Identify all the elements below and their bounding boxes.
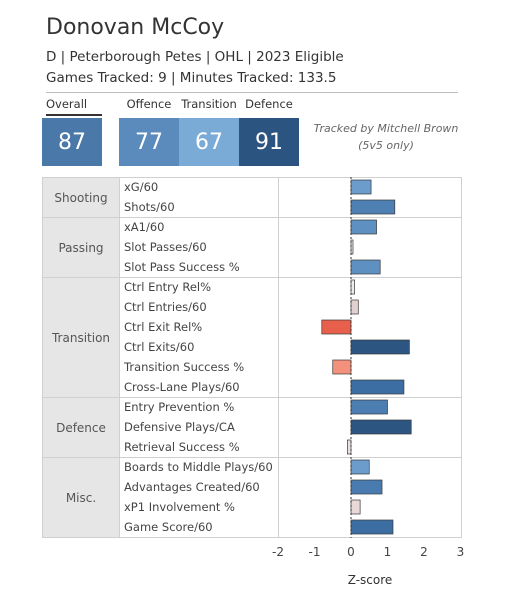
category-cell: Shooting	[43, 178, 119, 217]
metric-label: Boards to Middle Plays/60	[124, 460, 273, 474]
player-name: Donovan McCoy	[46, 15, 225, 40]
overall-label: Overall	[46, 97, 88, 111]
column-divider	[278, 177, 279, 538]
category-divider	[42, 397, 462, 398]
bar-advantages-created-60	[350, 479, 383, 495]
x-tick-label: 0	[347, 545, 355, 559]
category-cell: Defence	[43, 398, 119, 457]
bar-boards-to-middle-plays-60	[350, 459, 370, 475]
category-cell: Misc.	[43, 458, 119, 537]
bar-ctrl-exit-rel	[321, 319, 352, 335]
games-tracked-line: Games Tracked: 9 | Minutes Tracked: 133.…	[46, 70, 337, 86]
bar-cross-lane-plays-60	[350, 379, 405, 395]
column-divider	[119, 177, 120, 538]
bar-slot-pass-success	[350, 259, 381, 275]
metric-label: Entry Prevention %	[124, 400, 235, 414]
offence-label: Offence	[126, 97, 172, 111]
metric-label: Cross-Lane Plays/60	[124, 380, 240, 394]
defence-rating-box: 91	[239, 118, 299, 166]
metrics-grid-frame	[42, 177, 462, 538]
bar-ctrl-exits-60	[350, 339, 410, 355]
metric-label: Retrieval Success %	[124, 440, 240, 454]
bar-entry-prevention	[350, 399, 388, 415]
metric-label: Game Score/60	[124, 520, 213, 534]
defence-label: Defence	[245, 97, 293, 111]
metric-label: xA1/60	[124, 220, 165, 234]
metric-label: Defensive Plays/CA	[124, 420, 235, 434]
header-divider	[46, 92, 458, 93]
x-axis-title: Z-score	[347, 573, 393, 587]
metric-label: Slot Pass Success %	[124, 260, 240, 274]
overall-rating-box: 87	[42, 118, 102, 166]
metric-label: Slot Passes/60	[124, 240, 207, 254]
z-score-bar-chart	[321, 177, 412, 538]
bar-xp1-involvement	[350, 499, 361, 515]
metric-label: Ctrl Exit Rel%	[124, 320, 203, 334]
bar-retrieval-success	[346, 439, 352, 455]
bar-transition-success	[332, 359, 352, 375]
x-tick-label: 3	[456, 545, 465, 559]
bar-ctrl-entry-rel	[350, 279, 356, 295]
metric-label: Shots/60	[124, 200, 175, 214]
offence-rating-box: 77	[119, 118, 179, 166]
metric-label: Ctrl Entries/60	[124, 300, 207, 314]
metric-label: Ctrl Exits/60	[124, 340, 195, 354]
category-cell: Passing	[43, 218, 119, 277]
transition-rating-box: 67	[179, 118, 239, 166]
x-tick-label: 2	[420, 545, 428, 559]
bar-ctrl-entries-60	[350, 299, 359, 315]
metric-label: Ctrl Entry Rel%	[124, 280, 212, 294]
bar-defensive-plays-ca	[350, 419, 412, 435]
bar-xg-60	[350, 179, 372, 195]
metric-label: xP1 Involvement %	[124, 500, 235, 514]
category-divider	[42, 457, 462, 458]
overall-underline	[46, 114, 102, 116]
metric-label: xG/60	[124, 180, 159, 194]
bar-shots-60	[350, 199, 396, 215]
metric-label: Transition Success %	[124, 360, 245, 374]
bar-xa1-60	[350, 219, 377, 235]
bar-game-score-60	[350, 519, 394, 535]
tracked-by-note: Tracked by Mitchell Brown (5v5 only)	[313, 122, 459, 152]
category-divider	[42, 277, 462, 278]
transition-label: Transition	[181, 97, 237, 111]
category-divider	[42, 217, 462, 218]
category-cell: Transition	[43, 278, 119, 397]
metric-label: Advantages Created/60	[124, 480, 260, 494]
x-tick-label: -1	[308, 545, 321, 559]
x-tick-label: -2	[272, 545, 284, 559]
player-info-line: D | Peterborough Petes | OHL | 2023 Elig…	[46, 49, 344, 65]
x-tick-label: 1	[383, 545, 392, 559]
